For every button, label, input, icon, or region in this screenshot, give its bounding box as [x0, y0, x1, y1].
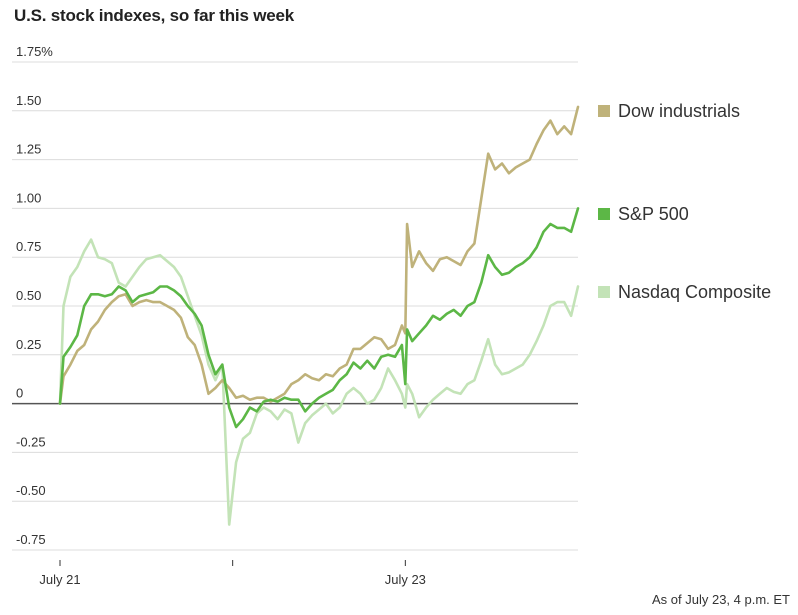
y-tick-label: -0.25	[16, 434, 46, 449]
y-tick-label: 0	[16, 386, 23, 401]
legend-swatch	[598, 286, 610, 298]
x-tick-label: July 23	[385, 572, 426, 587]
series-lines	[58, 105, 580, 526]
y-tick-label: 0.50	[16, 288, 41, 303]
x-axis: July 21 July 23	[39, 560, 426, 587]
series-line-0	[58, 105, 580, 405]
legend-swatch	[598, 208, 610, 220]
series-line-1	[58, 207, 580, 429]
legend-label: Nasdaq Composite	[618, 282, 771, 302]
series-line-2	[58, 238, 580, 526]
legend-item: S&P 500	[598, 204, 689, 224]
y-axis: 1.75% 1.50 1.25 1.00 0.75 0.50 0.25 0 -0.25 -0.50…	[16, 44, 53, 547]
legend: Dow industrials S&P 500 Nasdaq Composite	[598, 101, 771, 302]
legend-label: Dow industrials	[618, 101, 740, 121]
y-tick-label: 1.75%	[16, 44, 53, 59]
legend-item: Nasdaq Composite	[598, 282, 771, 302]
y-tick-label: 1.25	[16, 142, 41, 157]
legend-item: Dow industrials	[598, 101, 740, 121]
y-tick-label: 1.50	[16, 93, 41, 108]
y-tick-label: -0.75	[16, 532, 46, 547]
chart-title: U.S. stock indexes, so far this week	[14, 6, 295, 25]
y-tick-label: 1.00	[16, 190, 41, 205]
source-note: As of July 23, 4 p.m. ET	[652, 592, 790, 607]
x-tick-label: July 21	[39, 572, 80, 587]
legend-label: S&P 500	[618, 204, 689, 224]
y-tick-label: 0.25	[16, 337, 41, 352]
y-tick-label: -0.50	[16, 483, 46, 498]
grid-lines	[12, 61, 578, 551]
y-tick-label: 0.75	[16, 239, 41, 254]
legend-swatch	[598, 105, 610, 117]
